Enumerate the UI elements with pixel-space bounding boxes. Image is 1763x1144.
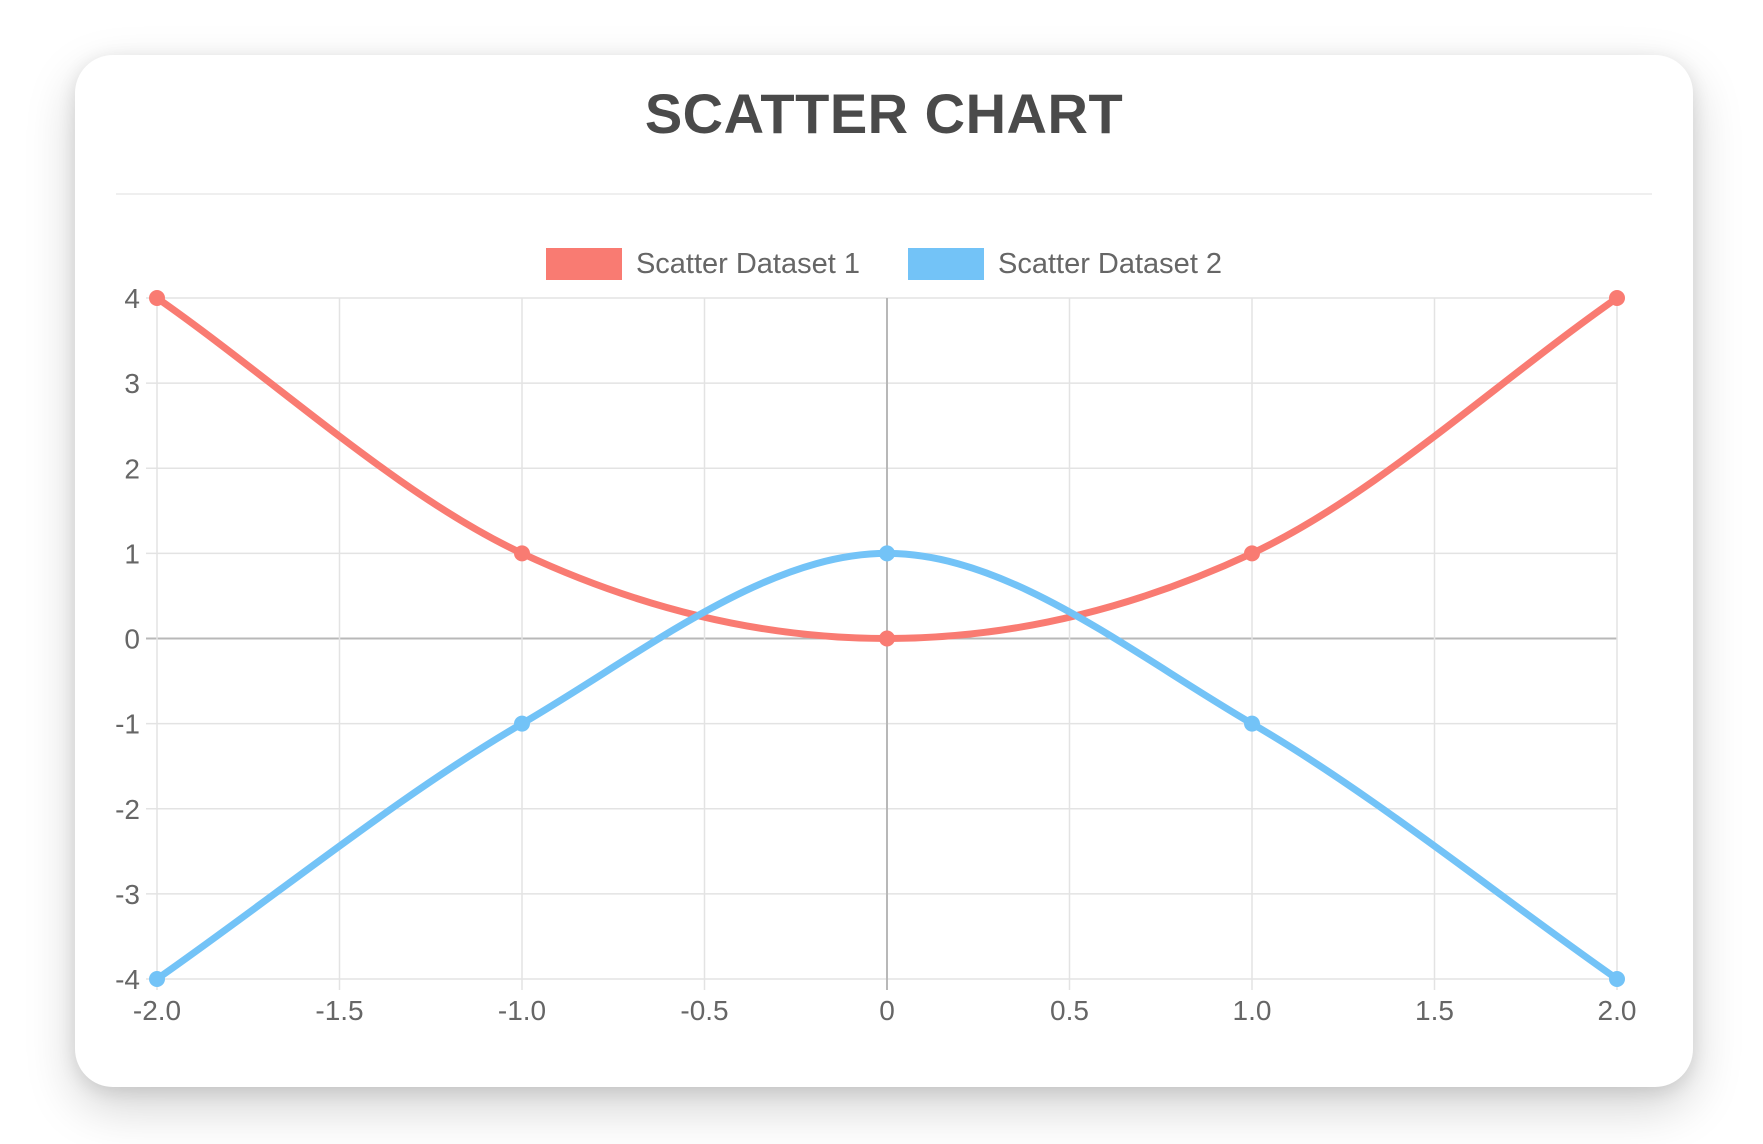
data-point-scatter-dataset-2--2--4 <box>149 971 165 987</box>
data-point-scatter-dataset-2-1--1 <box>1244 715 1260 732</box>
chart-title: SCATTER CHART <box>644 82 1124 145</box>
x-tick-label-0.5: 0.5 <box>1050 995 1089 1026</box>
title-divider <box>116 193 1652 195</box>
data-point-scatter-dataset-1-0-0 <box>879 630 895 647</box>
y-tick-label-0: 0 <box>124 624 140 655</box>
legend-label-dataset-2: Scatter Dataset 2 <box>998 248 1223 280</box>
y-tick-label--3: -3 <box>115 879 140 910</box>
y-tick-label--4: -4 <box>115 964 140 995</box>
y-tick-label--2: -2 <box>115 794 140 825</box>
data-point-scatter-dataset-2-0-1 <box>879 545 895 562</box>
y-tick-label-2: 2 <box>124 453 140 484</box>
x-tick-label--1.5: -1.5 <box>315 995 363 1026</box>
x-tick-label-2.0: 2.0 <box>1598 995 1637 1026</box>
x-tick-label-1.0: 1.0 <box>1233 995 1272 1026</box>
data-point-scatter-dataset-1--1-1 <box>514 545 530 562</box>
legend-swatch-dataset-2 <box>908 248 984 280</box>
x-tick-label-1.5: 1.5 <box>1415 995 1454 1026</box>
data-point-scatter-dataset-1-2-4 <box>1609 290 1625 306</box>
y-tick-label--1: -1 <box>115 709 140 740</box>
x-tick-label--0.5: -0.5 <box>680 995 728 1026</box>
x-tick-label-0: 0 <box>879 995 895 1026</box>
y-tick-label-4: 4 <box>124 283 140 314</box>
legend-label-dataset-1: Scatter Dataset 1 <box>635 248 860 280</box>
x-tick-label--2.0: -2.0 <box>133 995 181 1026</box>
data-point-scatter-dataset-2-2--4 <box>1609 971 1625 987</box>
chart-card: 4 3 2 1 0 -1 -2 -3 -4 -2.0 -1.5 -1.0 -0.5 0 0.5 1.0 1.5 2… <box>75 55 1693 1087</box>
data-point-scatter-dataset-2--1--1 <box>514 715 530 732</box>
y-tick-label-3: 3 <box>124 368 140 399</box>
legend-item-dataset-1[interactable]: Scatter Dataset 1 <box>545 248 860 280</box>
y-tick-label-1: 1 <box>124 538 140 569</box>
legend-item-dataset-2[interactable]: Scatter Dataset 2 <box>908 248 1222 280</box>
legend-swatch-dataset-1 <box>545 248 622 280</box>
data-point-scatter-dataset-1--2-4 <box>149 290 165 306</box>
chart-legend: Scatter Dataset 1 Scatter Dataset 2 <box>75 248 1693 280</box>
x-tick-label--1.0: -1.0 <box>498 995 546 1026</box>
data-point-scatter-dataset-1-1-1 <box>1244 545 1260 562</box>
scatter-plot-area: 4 3 2 1 0 -1 -2 -3 -4-2.0 -1.5 -1.0 -0.5 0 0.5 1.0 1.5 2… <box>115 283 1637 1026</box>
